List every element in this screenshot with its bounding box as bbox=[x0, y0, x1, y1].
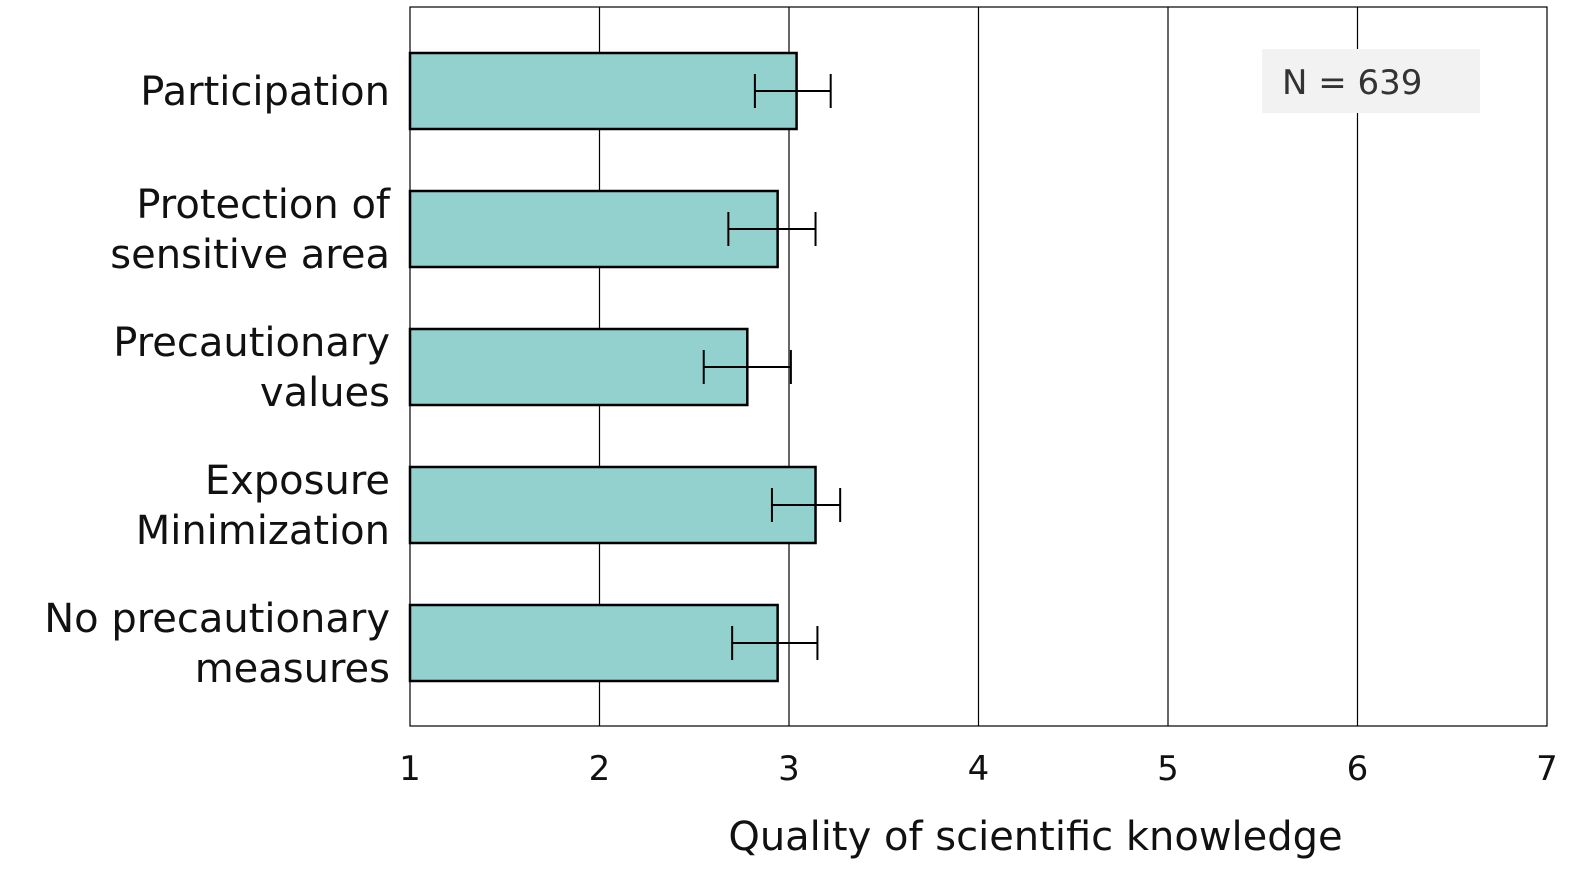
error-bar bbox=[731, 626, 819, 660]
category-label: Protection of sensitive area bbox=[110, 182, 391, 278]
category-labels: Participation Protection of sensitive area… bbox=[44, 69, 391, 692]
annotation-text: N = 639 bbox=[1282, 63, 1422, 103]
bar bbox=[408, 603, 779, 683]
x-tick-label: 3 bbox=[778, 749, 800, 789]
error-bar bbox=[727, 212, 817, 246]
x-tick-label: 2 bbox=[589, 749, 611, 789]
x-tick-labels: 1 2 3 4 5 6 7 bbox=[399, 749, 1558, 789]
error-bars bbox=[702, 74, 842, 660]
bar bbox=[408, 465, 817, 545]
x-tick-label: 4 bbox=[968, 749, 990, 789]
x-axis-label: Quality of scientific knowledge bbox=[728, 814, 1342, 860]
category-label: Participation bbox=[140, 69, 390, 115]
bar bbox=[408, 51, 798, 131]
bar bbox=[408, 327, 749, 407]
x-tick-label: 6 bbox=[1347, 749, 1369, 789]
category-label: Precautionary values bbox=[113, 320, 390, 416]
error-bar bbox=[770, 488, 842, 522]
x-tick-label: 7 bbox=[1536, 749, 1558, 789]
category-label: Exposure Minimization bbox=[136, 458, 390, 554]
bar bbox=[408, 189, 779, 269]
annotation-background bbox=[1262, 49, 1480, 113]
sample-size-annotation: N = 639 bbox=[1262, 49, 1480, 113]
x-tick-label: 1 bbox=[399, 749, 421, 789]
category-label: No precautionary measures bbox=[44, 596, 390, 692]
error-bar bbox=[702, 350, 792, 384]
error-bar bbox=[753, 74, 832, 108]
x-tick-label: 5 bbox=[1157, 749, 1179, 789]
